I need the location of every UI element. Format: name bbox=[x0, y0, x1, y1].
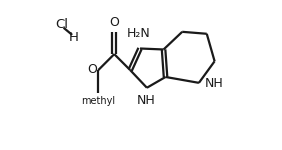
Text: methyl: methyl bbox=[81, 96, 115, 106]
Text: O: O bbox=[109, 16, 119, 29]
Text: O: O bbox=[87, 63, 97, 76]
Text: H: H bbox=[68, 31, 78, 44]
Text: Cl: Cl bbox=[55, 18, 68, 32]
Text: NH: NH bbox=[136, 94, 155, 107]
Text: H₂N: H₂N bbox=[127, 27, 151, 40]
Text: NH: NH bbox=[205, 77, 224, 90]
